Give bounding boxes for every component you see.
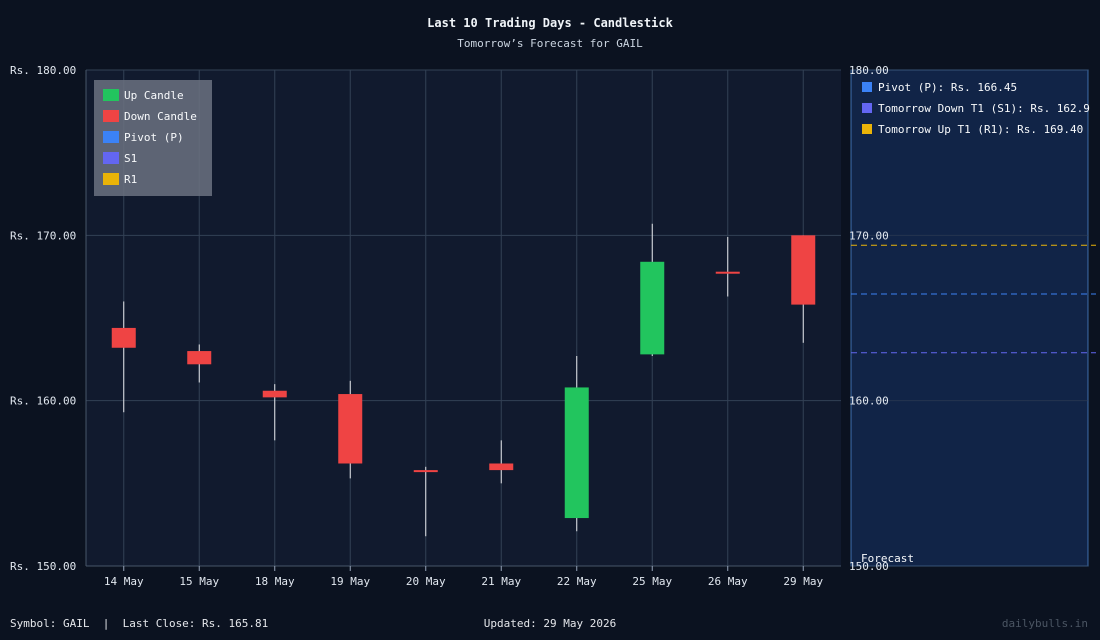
forecast-legend-label: Pivot (P): Rs. 166.45 bbox=[878, 81, 1017, 94]
x-tick-label: 25 May bbox=[632, 575, 672, 588]
x-tick-label: 26 May bbox=[708, 575, 748, 588]
candle bbox=[187, 344, 212, 383]
candle bbox=[791, 235, 816, 343]
x-tick-label: 22 May bbox=[557, 575, 597, 588]
candle-body-down bbox=[262, 390, 287, 398]
legend-swatch bbox=[103, 89, 119, 101]
candle-body-up bbox=[640, 261, 665, 355]
x-tick-label: 18 May bbox=[255, 575, 295, 588]
candle bbox=[640, 223, 665, 357]
footer-symbol-close: Symbol: GAIL | Last Close: Rs. 165.81 bbox=[10, 617, 268, 630]
candle bbox=[715, 236, 740, 297]
legend-swatch bbox=[103, 131, 119, 143]
candle-body-down bbox=[791, 235, 816, 305]
legend-label: S1 bbox=[124, 152, 137, 165]
x-tick-label: 21 May bbox=[481, 575, 521, 588]
legend-label: Down Candle bbox=[124, 110, 197, 123]
forecast-legend-swatch bbox=[862, 103, 872, 113]
x-tick-label: 20 May bbox=[406, 575, 446, 588]
y-tick-label: Rs. 180.00 bbox=[10, 64, 76, 77]
candle-body-down bbox=[111, 327, 136, 348]
chart-subtitle: Tomorrow’s Forecast for GAIL bbox=[457, 37, 643, 50]
candle bbox=[338, 380, 363, 479]
candle-body-down bbox=[187, 351, 212, 365]
y-tick-label: Rs. 150.00 bbox=[10, 560, 76, 573]
candle-body-down bbox=[489, 463, 514, 471]
y-axis-right: 150.00 160.00 170.00 180.00 bbox=[849, 64, 889, 573]
legend-label: Up Candle bbox=[124, 89, 184, 102]
y-tick-label: Rs. 160.00 bbox=[10, 395, 76, 408]
x-axis: 14 May 15 May 18 May 19 May 20 May 21 May 22 M… bbox=[104, 566, 823, 588]
candle-body-up bbox=[564, 387, 589, 519]
y-axis-left: Rs. 150.00 Rs. 160.00 Rs. 170.00 Rs. 180.00 bbox=[10, 64, 76, 573]
forecast-legend: Pivot (P): Rs. 166.45 Tomorrow Down T1 (S… bbox=[862, 81, 1090, 136]
y-tick-label-right: 160.00 bbox=[849, 395, 889, 408]
legend-swatch bbox=[103, 110, 119, 122]
forecast-legend-label: Tomorrow Down T1 (S1): Rs. 162.9 bbox=[878, 102, 1090, 115]
forecast-legend-label: Tomorrow Up T1 (R1): Rs. 169.40 bbox=[878, 123, 1083, 136]
y-tick-label-right: 180.00 bbox=[849, 64, 889, 77]
forecast-legend-swatch bbox=[862, 124, 872, 134]
forecast-label: Forecast bbox=[861, 552, 914, 565]
legend-swatch bbox=[103, 173, 119, 185]
y-tick-label-right: 170.00 bbox=[849, 229, 889, 242]
forecast-panel bbox=[850, 69, 1089, 567]
x-tick-label: 29 May bbox=[783, 575, 823, 588]
candle bbox=[413, 466, 438, 537]
candle-body-down bbox=[715, 271, 740, 274]
forecast-lines bbox=[851, 244, 1096, 354]
chart-title: Last 10 Trading Days - Candlestick bbox=[427, 16, 673, 30]
legend-swatch bbox=[103, 152, 119, 164]
x-tick-label: 14 May bbox=[104, 575, 144, 588]
y-tick-label: Rs. 170.00 bbox=[10, 229, 76, 242]
x-tick-label: 19 May bbox=[330, 575, 370, 588]
legend-label: Pivot (P) bbox=[124, 131, 184, 144]
x-tick-label: 15 May bbox=[179, 575, 219, 588]
y-tick-label-right: 150.00 bbox=[849, 560, 889, 573]
candle-body-down bbox=[338, 394, 363, 464]
footer-brand: dailybulls.in bbox=[1002, 617, 1088, 630]
candles bbox=[111, 223, 816, 537]
candle bbox=[564, 356, 589, 532]
legend: Up Candle Down Candle Pivot (P) S1 R1 bbox=[94, 80, 212, 196]
legend-label: R1 bbox=[124, 173, 137, 186]
candle-body-down bbox=[413, 470, 438, 473]
candle bbox=[111, 301, 136, 413]
candle bbox=[489, 440, 514, 484]
footer-updated: Updated: 29 May 2026 bbox=[484, 617, 616, 630]
candle bbox=[262, 384, 287, 441]
forecast-legend-swatch bbox=[862, 82, 872, 92]
